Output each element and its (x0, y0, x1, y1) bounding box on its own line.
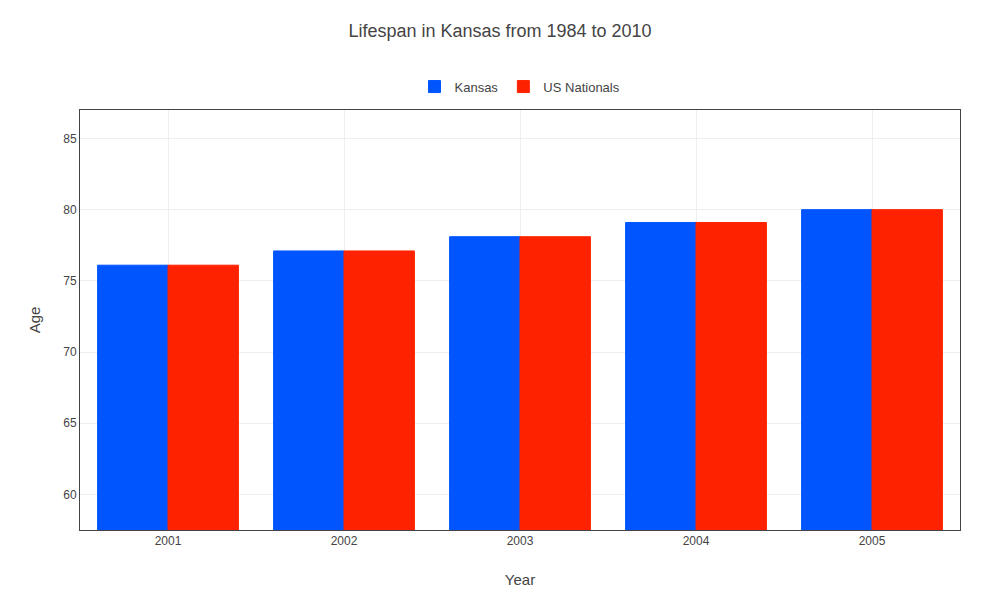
svg-text:2002: 2002 (331, 534, 358, 548)
svg-text:60: 60 (63, 488, 77, 502)
svg-text:2001: 2001 (155, 534, 182, 548)
svg-text:70: 70 (63, 345, 77, 359)
svg-text:Year: Year (505, 571, 535, 588)
svg-text:80: 80 (63, 203, 77, 217)
svg-text:2003: 2003 (507, 534, 534, 548)
svg-text:85: 85 (63, 132, 77, 146)
svg-text:Kansas: Kansas (455, 80, 499, 95)
svg-text:65: 65 (63, 416, 77, 430)
svg-text:Lifespan in Kansas from 1984 t: Lifespan in Kansas from 1984 to 2010 (348, 21, 651, 41)
svg-text:Age: Age (26, 307, 43, 334)
svg-text:2005: 2005 (859, 534, 886, 548)
svg-text:2004: 2004 (683, 534, 710, 548)
svg-text:US Nationals: US Nationals (543, 80, 619, 95)
svg-text:75: 75 (63, 274, 77, 288)
